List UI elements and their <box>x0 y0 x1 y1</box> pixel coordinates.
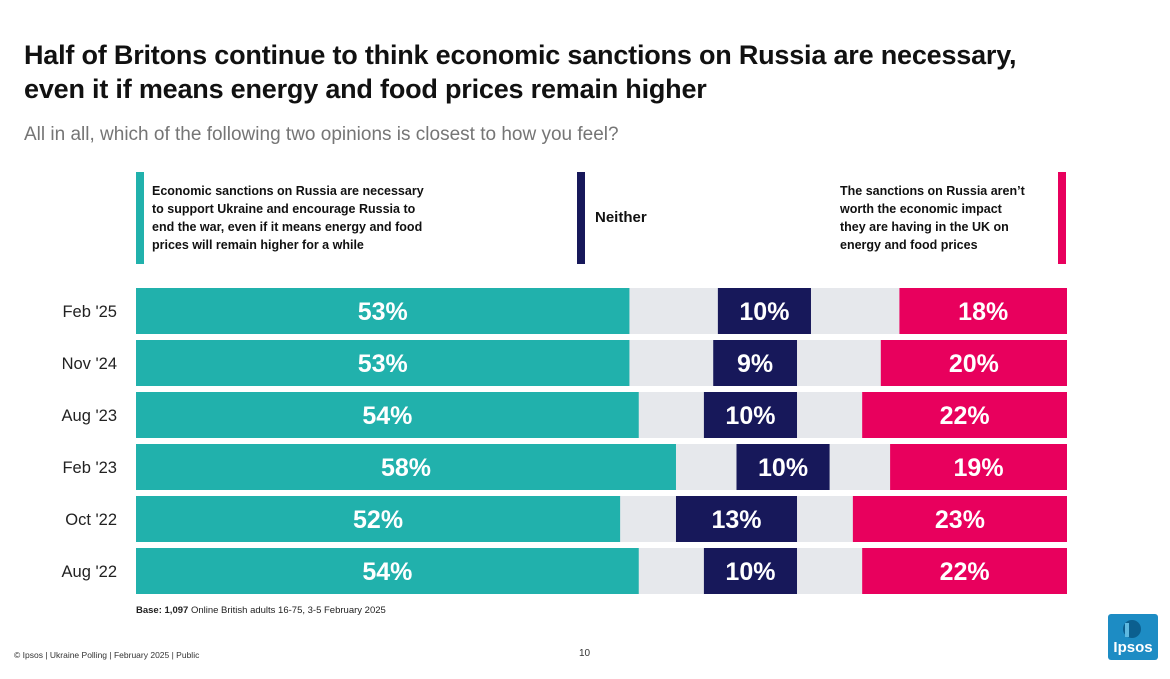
data-label-neither: 10% <box>739 298 789 326</box>
data-label-neither: 13% <box>711 506 761 534</box>
data-label-necessary: 58% <box>381 454 431 482</box>
bar-necessary <box>136 548 639 594</box>
footer-text: © Ipsos | Ukraine Polling | February 202… <box>14 650 200 660</box>
bar-neither <box>736 444 830 490</box>
category-label: Oct '22 <box>65 511 117 529</box>
bar-neither <box>717 288 811 334</box>
base-sample: 1,097 <box>164 605 189 616</box>
category-label: Feb '23 <box>62 459 117 477</box>
base-note: Base: 1,097 Online British adults 16-75,… <box>136 605 386 616</box>
ipsos-logo: Ipsos <box>1108 614 1158 660</box>
data-label-neither: 10% <box>725 402 775 430</box>
bar-not-worth <box>890 444 1067 490</box>
data-label-neither: 10% <box>758 454 808 482</box>
bar-necessary <box>136 340 630 386</box>
data-label-not-worth: 22% <box>940 402 990 430</box>
legend-neither: Neither <box>577 172 693 264</box>
data-label-necessary: 54% <box>362 402 412 430</box>
page-number: 10 <box>579 648 591 659</box>
legend-not-worth: The sanctions on Russia aren’t worth the… <box>832 172 1066 264</box>
category-label: Feb '25 <box>62 303 117 321</box>
data-label-not-worth: 23% <box>935 506 985 534</box>
base-label: Base: <box>136 605 162 616</box>
data-label-necessary: 54% <box>362 558 412 586</box>
bar-not-worth <box>880 340 1067 386</box>
bar-neither <box>675 496 798 542</box>
data-label-neither: 10% <box>725 558 775 586</box>
chart-title: Half of Britons continue to think econom… <box>24 40 1017 104</box>
bar-neither <box>703 392 798 438</box>
bar-not-worth <box>852 496 1067 542</box>
category-label: Aug '23 <box>62 407 117 425</box>
bar-necessary <box>136 392 639 438</box>
category-label: Nov '24 <box>62 355 117 373</box>
bar-necessary <box>136 496 621 542</box>
bar-neither <box>713 340 798 386</box>
legend-not-worth-label: The sanctions on Russia aren’t worth the… <box>840 184 1025 252</box>
chart-subtitle: All in all, which of the following two o… <box>24 124 619 145</box>
data-label-necessary: 53% <box>358 350 408 378</box>
data-label-not-worth: 20% <box>949 350 999 378</box>
bar-necessary <box>136 444 676 490</box>
data-label-not-worth: 19% <box>954 454 1004 482</box>
bar-not-worth <box>899 288 1067 334</box>
category-label: Aug '22 <box>62 563 117 581</box>
bar-necessary <box>136 288 630 334</box>
data-label-neither: 9% <box>737 350 773 378</box>
bar-neither <box>703 548 798 594</box>
data-label-necessary: 53% <box>358 298 408 326</box>
bar-not-worth <box>862 392 1067 438</box>
logo-text: Ipsos <box>1113 639 1153 656</box>
base-text: Online British adults 16-75, 3-5 Februar… <box>190 605 386 616</box>
ipsos-logo-icon <box>1123 620 1141 638</box>
data-label-not-worth: 22% <box>940 558 990 586</box>
legend-neither-label: Neither <box>595 209 647 226</box>
legend-necessary: Economic sanctions on Russia are necessa… <box>136 172 464 264</box>
bar-not-worth <box>862 548 1067 594</box>
data-label-not-worth: 18% <box>958 298 1008 326</box>
data-label-necessary: 52% <box>353 506 403 534</box>
legend-necessary-label: Economic sanctions on Russia are necessa… <box>152 184 424 252</box>
